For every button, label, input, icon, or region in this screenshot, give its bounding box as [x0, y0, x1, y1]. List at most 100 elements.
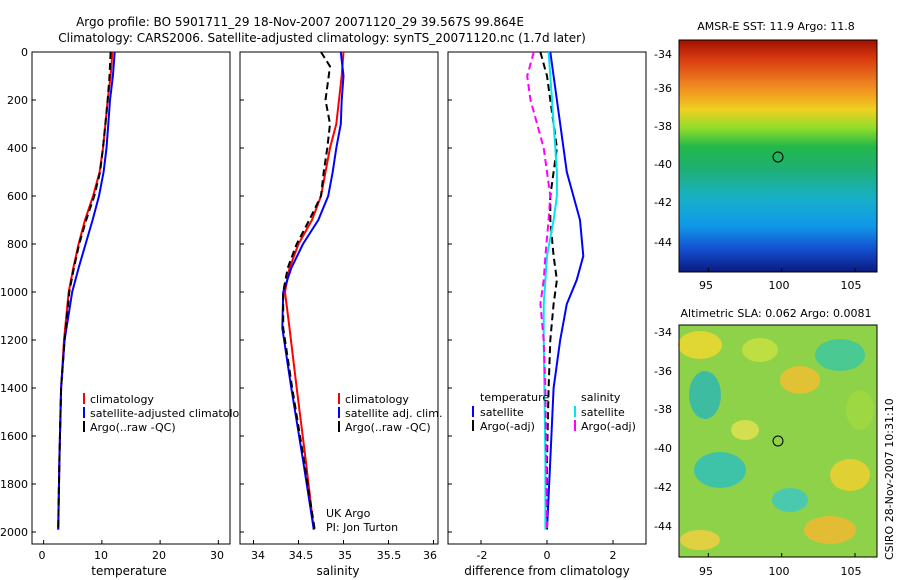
xticklabel: 35	[338, 549, 352, 562]
series-line-salinity-argo-adj-	[526, 51, 552, 530]
xticklabel: 100	[769, 565, 790, 578]
sla-title: Altimetric SLA: 0.062 Argo: 0.0081	[680, 307, 871, 320]
yticklabel: -40	[654, 442, 672, 455]
sla-argo-marker	[772, 435, 784, 447]
legend-header-temperature: temperature	[480, 391, 549, 404]
difference-xlabel: difference from climatology	[464, 564, 630, 578]
xticklabel: 2	[610, 549, 617, 562]
sla-anomaly-patch	[731, 420, 759, 440]
temperature-xlabel: temperature	[91, 564, 166, 578]
sla-anomaly-patch	[678, 331, 722, 359]
sst-axes-box	[678, 39, 878, 273]
yticklabel: 2000	[0, 526, 28, 539]
legend-label: satellite	[581, 406, 625, 419]
yticklabel: -42	[654, 196, 672, 209]
yticklabel: -44	[654, 236, 672, 249]
yticklabel: -42	[654, 481, 672, 494]
xticklabel: 36	[423, 549, 437, 562]
sst-texture	[707, 268, 856, 272]
legend-label: Argo(-adj)	[581, 420, 636, 433]
series-line-argo-raw-qc-	[282, 51, 332, 530]
sla-map-panel: Altimetric SLA: 0.062 Argo: 0.0081 -34 -…	[654, 307, 878, 578]
sst-argo-marker	[772, 151, 784, 163]
difference-plot-area	[448, 51, 614, 544]
yticklabel: 200	[7, 94, 28, 107]
salinity-panel: salinity 34 34.5 35 35.5 36 climatology …	[239, 51, 442, 578]
series-line-climatology	[283, 51, 345, 530]
note-pi: PI: Jon Turton	[326, 521, 398, 534]
yticklabel: 0	[21, 46, 28, 59]
sla-anomaly-patch	[804, 516, 856, 544]
yticklabel: -44	[654, 520, 672, 533]
yticklabel: 1800	[0, 478, 28, 491]
yticklabel: -38	[654, 120, 672, 133]
sla-anomaly-patch	[780, 366, 820, 394]
sla-anomaly-patch	[830, 459, 870, 491]
sla-anomaly-patch	[815, 339, 865, 371]
note-uk-argo: UK Argo	[326, 507, 371, 520]
sla-axes-box	[678, 324, 878, 558]
yticklabel: -36	[654, 365, 672, 378]
xticklabel: 20	[152, 549, 166, 562]
xticklabel: 34	[251, 549, 265, 562]
xticklabel: -2	[477, 549, 488, 562]
side-credit: CSIRO 28-Nov-2007 10:31:10	[883, 398, 896, 560]
yticklabel: 1200	[0, 334, 28, 347]
sst-title: AMSR-E SST: 11.9 Argo: 11.8	[697, 20, 855, 33]
legend-header-salinity: salinity	[581, 391, 621, 404]
salinity-plot-area	[240, 51, 434, 544]
legend-label: climatology	[90, 393, 154, 406]
yticklabel: -38	[654, 403, 672, 416]
xticklabel: 35.5	[377, 549, 402, 562]
legend-label: Argo(..raw -QC)	[345, 421, 431, 434]
legend-label: satellite adj. clim.	[345, 407, 442, 420]
figure-title-line1: Argo profile: BO 5901711_29 18-Nov-2007 …	[76, 15, 524, 29]
sla-texture	[678, 331, 874, 557]
yticklabel: -34	[654, 48, 672, 61]
yticklabel: 1400	[0, 382, 28, 395]
series-line-temperature-satellite	[546, 51, 585, 530]
xticklabel: 100	[769, 279, 790, 292]
temperature-plot-area	[32, 51, 219, 544]
temperature-panel: temperature 0 200 400 600 800 1000 1200 …	[0, 46, 253, 578]
legend-label: climatology	[345, 393, 409, 406]
sst-heatmap	[679, 40, 877, 272]
series-line-satellite-adj-clim-	[281, 51, 345, 530]
sla-anomaly-patch	[694, 452, 746, 488]
sst-map-panel: AMSR-E SST: 11.9 Argo: 11.8 -34 -36 -38 …	[654, 20, 878, 292]
yticklabel: 1000	[0, 286, 28, 299]
xticklabel: 0	[39, 549, 46, 562]
sla-anomaly-patch	[689, 371, 721, 419]
xticklabel: 30	[210, 549, 224, 562]
yticklabel: 600	[7, 190, 28, 203]
yticklabel: -36	[654, 82, 672, 95]
sla-anomaly-patch	[742, 338, 778, 362]
xticklabel: 105	[841, 565, 862, 578]
legend-label: Argo(..raw -QC)	[90, 421, 176, 434]
salinity-xlabel: salinity	[316, 564, 359, 578]
sla-anomaly-patch	[772, 488, 808, 512]
xticklabel: 0	[544, 549, 551, 562]
series-line-argo-raw-qc-	[57, 51, 112, 530]
legend-label: satellite	[480, 406, 524, 419]
xticklabel: 105	[841, 279, 862, 292]
yticklabel: -34	[654, 326, 672, 339]
legend-label: Argo(-adj)	[480, 420, 535, 433]
yticklabel: 800	[7, 238, 28, 251]
difference-panel: difference from climatology -2 0 2 tempe…	[447, 51, 647, 578]
figure-title-line2: Climatology: CARS2006. Satellite-adjuste…	[58, 31, 586, 45]
yticklabel: 1600	[0, 430, 28, 443]
xticklabel: 34.5	[289, 549, 314, 562]
sla-anomaly-patch	[846, 390, 874, 430]
temperature-axes-box	[31, 51, 231, 545]
xticklabel: 10	[94, 549, 108, 562]
legend-label: satellite-adjusted climatology	[90, 407, 253, 420]
salinity-axes-box	[239, 51, 439, 545]
sla-anomaly-patch	[680, 530, 720, 550]
yticklabel: 400	[7, 142, 28, 155]
xticklabel: 95	[699, 279, 713, 292]
yticklabel: -40	[654, 158, 672, 171]
xticklabel: 95	[699, 565, 713, 578]
series-line-temperature-argo-adj-	[539, 51, 558, 530]
